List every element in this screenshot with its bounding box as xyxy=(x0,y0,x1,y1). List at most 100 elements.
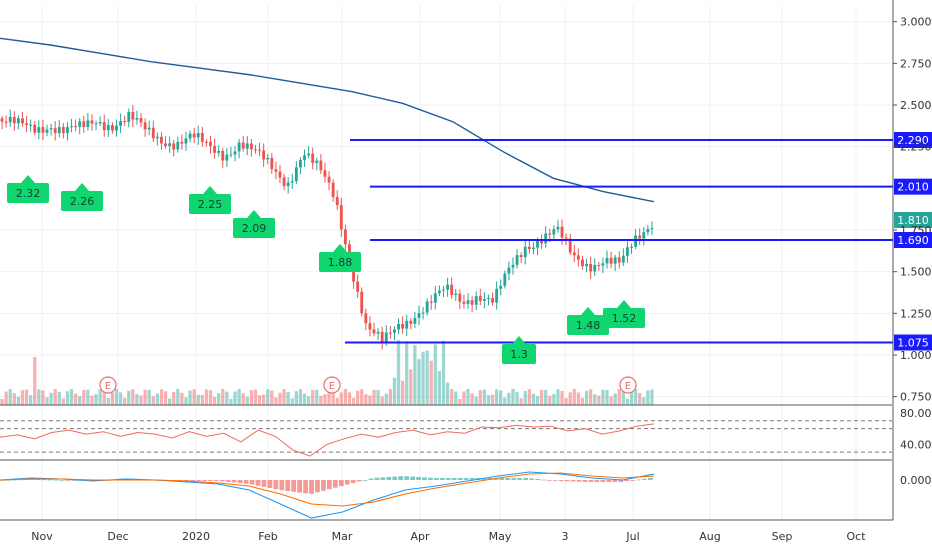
candle-body[interactable] xyxy=(433,293,437,303)
candle-body[interactable] xyxy=(254,149,257,151)
candle-body[interactable] xyxy=(278,171,282,178)
candle-body[interactable] xyxy=(429,301,433,303)
candle-body[interactable] xyxy=(478,296,482,301)
candle-body[interactable] xyxy=(282,177,286,187)
candle-body[interactable] xyxy=(360,291,364,314)
candle-body[interactable] xyxy=(176,141,180,150)
candle-body[interactable] xyxy=(164,143,167,147)
candle-body[interactable] xyxy=(86,120,90,127)
candle-body[interactable] xyxy=(576,255,580,260)
candle-body[interactable] xyxy=(519,255,523,258)
candle-body[interactable] xyxy=(515,255,519,265)
candle-body[interactable] xyxy=(160,136,163,144)
candle-body[interactable] xyxy=(589,263,593,272)
candle-body[interactable] xyxy=(572,252,576,256)
candle-body[interactable] xyxy=(531,247,535,250)
candle-body[interactable] xyxy=(294,167,298,182)
candle-body[interactable] xyxy=(642,232,646,239)
candle-body[interactable] xyxy=(331,182,335,197)
candle-body[interactable] xyxy=(556,226,560,230)
candle-body[interactable] xyxy=(601,263,605,266)
candle-body[interactable] xyxy=(339,205,343,230)
candle-body[interactable] xyxy=(147,127,151,130)
candle-body[interactable] xyxy=(61,127,65,134)
candle-body[interactable] xyxy=(57,127,61,134)
candle-body[interactable] xyxy=(536,241,539,248)
candle-body[interactable] xyxy=(184,138,188,144)
candle-body[interactable] xyxy=(638,235,642,239)
candle-body[interactable] xyxy=(123,121,127,123)
candle-body[interactable] xyxy=(70,126,73,128)
candle-body[interactable] xyxy=(621,255,625,263)
candle-body[interactable] xyxy=(548,233,552,235)
candle-body[interactable] xyxy=(8,116,12,123)
candle-body[interactable] xyxy=(646,228,650,233)
candle-body[interactable] xyxy=(135,118,139,120)
candle-body[interactable] xyxy=(491,297,494,303)
candle-body[interactable] xyxy=(229,154,233,156)
candle-body[interactable] xyxy=(33,124,37,133)
candle-body[interactable] xyxy=(200,132,204,142)
candle-body[interactable] xyxy=(581,259,584,267)
candle-body[interactable] xyxy=(343,229,347,245)
candle-body[interactable] xyxy=(523,246,527,258)
candle-body[interactable] xyxy=(450,284,454,295)
candle-body[interactable] xyxy=(180,141,184,144)
candle-body[interactable] xyxy=(425,301,429,313)
candle-body[interactable] xyxy=(53,128,57,134)
candle-body[interactable] xyxy=(605,257,609,264)
candle-body[interactable] xyxy=(597,264,601,266)
candle-body[interactable] xyxy=(299,160,302,168)
candle-body[interactable] xyxy=(380,331,384,343)
candle-body[interactable] xyxy=(21,118,24,124)
candle-body[interactable] xyxy=(499,285,503,289)
candle-body[interactable] xyxy=(393,329,396,333)
candle-body[interactable] xyxy=(286,182,290,187)
candle-body[interactable] xyxy=(143,122,147,130)
candle-body[interactable] xyxy=(106,125,110,131)
candle-body[interactable] xyxy=(470,300,474,305)
candle-body[interactable] xyxy=(397,323,400,330)
candle-body[interactable] xyxy=(155,136,159,139)
candle-body[interactable] xyxy=(237,142,241,152)
candle-body[interactable] xyxy=(503,273,507,286)
candle-body[interactable] xyxy=(401,323,405,329)
candle-body[interactable] xyxy=(127,111,131,122)
candle-body[interactable] xyxy=(270,157,274,170)
candle-body[interactable] xyxy=(266,157,270,160)
candle-body[interactable] xyxy=(409,320,413,324)
candle-body[interactable] xyxy=(168,143,172,147)
candle-body[interactable] xyxy=(25,123,28,125)
candle-body[interactable] xyxy=(98,122,102,124)
candle-body[interactable] xyxy=(29,124,33,126)
candle-body[interactable] xyxy=(204,141,208,143)
candle-body[interactable] xyxy=(527,246,531,250)
candle-body[interactable] xyxy=(446,284,450,290)
candle-body[interactable] xyxy=(540,241,544,244)
candle-body[interactable] xyxy=(78,121,82,127)
candle-body[interactable] xyxy=(617,257,621,263)
candle-body[interactable] xyxy=(4,121,8,123)
candle-body[interactable] xyxy=(421,312,425,314)
candle-body[interactable] xyxy=(495,288,499,303)
candle-body[interactable] xyxy=(249,143,253,150)
candle-body[interactable] xyxy=(368,323,372,330)
candle-body[interactable] xyxy=(0,118,4,122)
candle-body[interactable] xyxy=(376,331,380,334)
candle-body[interactable] xyxy=(564,237,568,239)
candle-body[interactable] xyxy=(290,181,294,183)
candle-body[interactable] xyxy=(241,142,245,149)
candle-body[interactable] xyxy=(192,133,196,138)
candle-body[interactable] xyxy=(552,229,556,235)
candle-body[interactable] xyxy=(388,332,392,334)
candle-body[interactable] xyxy=(437,290,441,294)
candle-body[interactable] xyxy=(151,127,155,139)
candle-body[interactable] xyxy=(188,133,192,139)
candle-body[interactable] xyxy=(90,120,94,124)
candle-body[interactable] xyxy=(482,299,486,301)
candle-body[interactable] xyxy=(323,170,327,177)
candle-body[interactable] xyxy=(16,118,20,124)
candle-body[interactable] xyxy=(593,264,597,272)
candle-body[interactable] xyxy=(609,257,613,264)
candle-body[interactable] xyxy=(462,301,466,304)
